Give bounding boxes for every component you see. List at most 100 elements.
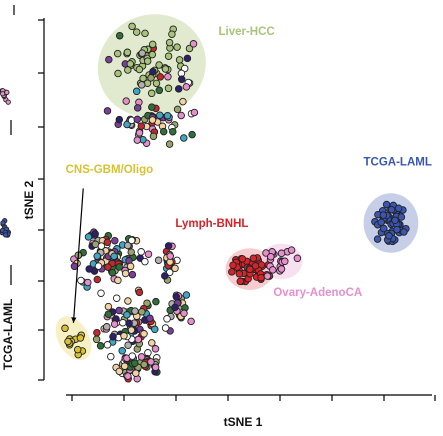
data-point [180,134,188,142]
data-point [147,358,155,366]
data-point [120,362,129,370]
data-point [93,328,101,337]
data-point [155,61,163,69]
data-point [173,105,182,114]
data-point [163,111,172,120]
left-strip-points [0,88,12,238]
data-point [235,270,244,278]
cluster-label: Lymph-BNHL [175,218,248,230]
data-point [131,307,139,315]
data-point [124,66,132,74]
data-point [138,49,146,57]
cluster-halos [55,14,419,361]
data-point [141,29,149,38]
data-point [115,367,124,376]
data-point [152,297,160,306]
data-point [109,332,117,341]
data-point [166,252,174,260]
data-points [61,22,410,383]
left-strip: TCGA-LAML [0,5,15,370]
data-point [148,40,157,49]
data-point [120,332,128,340]
data-point [103,341,112,349]
data-point [135,288,144,297]
data-point [84,233,93,241]
data-point [137,81,146,89]
data-point [151,363,160,372]
data-point [277,249,286,258]
data-point [135,129,144,137]
data-point [132,28,141,36]
data-point [124,341,132,349]
strip-point [2,232,9,238]
data-point [140,360,148,369]
data-point [152,79,161,88]
strip-point [5,99,11,105]
data-point [115,115,124,124]
data-point [110,252,118,261]
data-point [132,369,140,377]
data-point [228,268,236,276]
data-point [133,115,142,124]
y-axis-title: tSNE 2 [22,180,36,219]
data-point [73,345,82,354]
data-point [123,120,131,129]
data-point [155,86,164,95]
data-point [94,262,103,270]
data-point [114,69,122,78]
data-point [148,50,157,59]
strip-point [4,89,10,96]
data-point [156,111,164,119]
data-point [380,224,388,233]
data-point [173,43,181,51]
axis-ticks [38,19,436,401]
data-point [112,294,121,302]
data-point [229,261,237,269]
data-point [161,272,169,280]
data-point [128,352,137,360]
data-point [137,248,145,256]
data-point [97,289,105,297]
data-point [187,317,195,326]
data-point [97,242,106,250]
data-point [177,75,186,84]
data-point [391,216,399,225]
data-point [115,31,124,40]
data-point [175,56,184,64]
data-point [165,38,174,47]
data-point [138,308,146,316]
data-point [123,48,132,57]
data-point [148,339,156,347]
data-point [141,257,149,266]
data-point [76,334,85,342]
data-point [121,269,130,278]
data-point [119,318,127,327]
data-point [159,127,168,136]
data-point [277,265,286,273]
data-point [107,352,115,361]
strip-point [0,220,6,226]
data-point [77,276,85,285]
data-point [61,324,69,333]
data-point [104,302,113,311]
data-point [171,303,179,312]
data-point [85,265,93,273]
data-point [263,272,272,280]
data-point [127,248,135,256]
data-point [154,256,163,264]
data-point [148,103,156,111]
data-point [123,311,131,319]
data-point [163,315,171,323]
cluster-label: Ovary-AdenoCA [273,287,362,299]
data-point [140,330,148,338]
data-point [397,213,406,221]
data-point [96,342,105,350]
data-point [105,55,113,64]
data-point [133,104,142,112]
data-point [164,242,173,250]
cluster-label: TCGA-LAML [364,156,432,168]
data-point [110,320,119,328]
data-point [92,335,101,344]
data-point [91,230,99,238]
cluster-label: Liver-HCC [218,26,274,38]
